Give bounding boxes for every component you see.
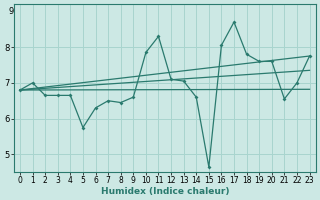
X-axis label: Humidex (Indice chaleur): Humidex (Indice chaleur)	[100, 187, 229, 196]
Text: 9: 9	[8, 7, 14, 16]
